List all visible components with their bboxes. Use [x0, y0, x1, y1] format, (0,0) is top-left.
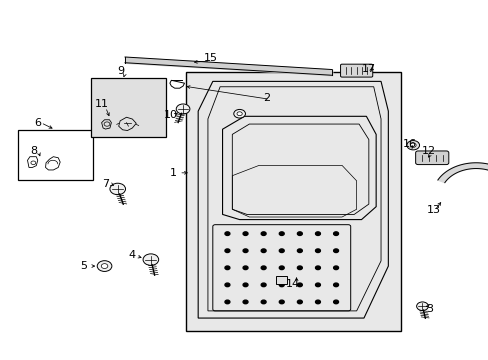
Circle shape — [297, 300, 302, 304]
Circle shape — [224, 266, 229, 270]
Circle shape — [243, 300, 247, 304]
Circle shape — [233, 109, 245, 118]
Circle shape — [110, 183, 125, 195]
Circle shape — [243, 232, 247, 235]
Circle shape — [297, 249, 302, 252]
Polygon shape — [437, 163, 488, 183]
Circle shape — [279, 300, 284, 304]
Circle shape — [279, 283, 284, 287]
Text: 8: 8 — [30, 146, 38, 156]
Circle shape — [315, 283, 320, 287]
Circle shape — [315, 249, 320, 252]
Circle shape — [409, 143, 415, 147]
Text: 2: 2 — [263, 93, 269, 103]
Circle shape — [333, 266, 338, 270]
Text: 14: 14 — [285, 279, 300, 289]
Text: 9: 9 — [117, 66, 124, 76]
Circle shape — [101, 264, 108, 269]
Circle shape — [261, 232, 265, 235]
Bar — [185, 72, 400, 330]
Text: 15: 15 — [203, 53, 217, 63]
Text: 13: 13 — [426, 206, 440, 216]
Circle shape — [176, 104, 189, 114]
Bar — [91, 78, 166, 137]
FancyBboxPatch shape — [415, 151, 448, 165]
Text: 4: 4 — [128, 250, 136, 260]
Text: 1: 1 — [170, 168, 177, 178]
Circle shape — [297, 283, 302, 287]
Text: 10: 10 — [163, 111, 177, 121]
Circle shape — [315, 266, 320, 270]
Circle shape — [97, 261, 112, 271]
Circle shape — [261, 266, 265, 270]
Circle shape — [224, 300, 229, 304]
Circle shape — [279, 266, 284, 270]
Circle shape — [261, 283, 265, 287]
FancyBboxPatch shape — [340, 64, 372, 77]
Circle shape — [333, 300, 338, 304]
Circle shape — [279, 249, 284, 252]
Text: 5: 5 — [80, 261, 87, 271]
Text: 6: 6 — [34, 118, 41, 128]
Circle shape — [224, 232, 229, 235]
Circle shape — [261, 300, 265, 304]
Circle shape — [315, 232, 320, 235]
Text: 3: 3 — [426, 304, 432, 314]
Circle shape — [297, 232, 302, 235]
Circle shape — [237, 112, 242, 116]
Circle shape — [279, 232, 284, 235]
Text: 12: 12 — [421, 146, 435, 156]
Text: 17: 17 — [361, 64, 375, 74]
Circle shape — [243, 249, 247, 252]
Circle shape — [224, 283, 229, 287]
Circle shape — [333, 232, 338, 235]
Text: 16: 16 — [403, 139, 416, 149]
Circle shape — [333, 283, 338, 287]
Circle shape — [333, 249, 338, 252]
Circle shape — [243, 283, 247, 287]
Circle shape — [416, 302, 427, 311]
Circle shape — [261, 249, 265, 252]
Circle shape — [224, 249, 229, 252]
Circle shape — [143, 254, 158, 265]
Circle shape — [315, 300, 320, 304]
Bar — [18, 130, 93, 180]
Bar — [276, 276, 286, 284]
Circle shape — [243, 266, 247, 270]
Text: 7: 7 — [102, 179, 109, 189]
Circle shape — [406, 140, 419, 150]
Circle shape — [297, 266, 302, 270]
Text: 11: 11 — [95, 99, 109, 109]
